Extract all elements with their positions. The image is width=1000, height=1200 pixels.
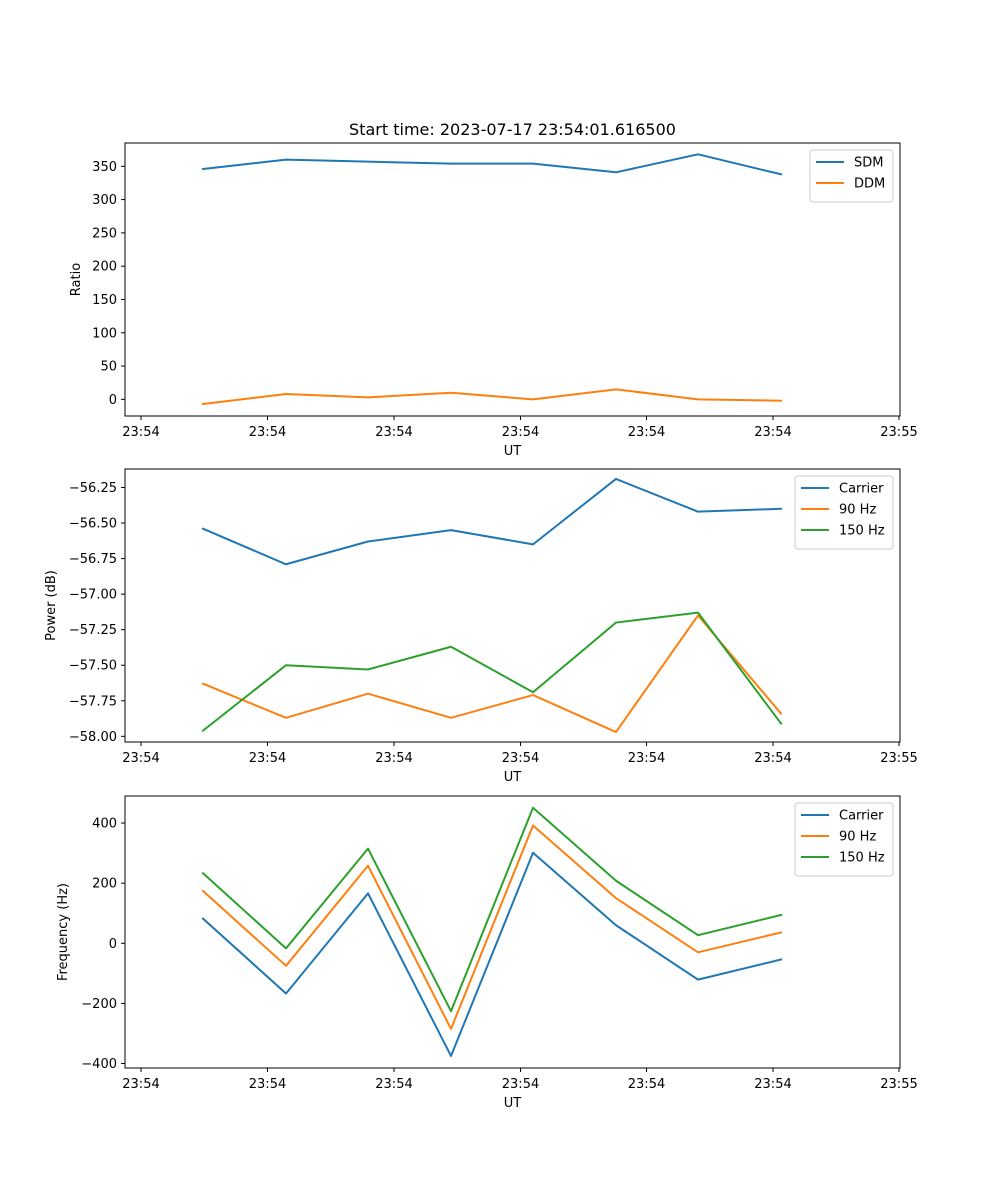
- panel-2: −58.00 −57.75 −57.50 −57.25 −57.00 −56.75 −56.…: [44, 468, 918, 785]
- series-line-sdm: [201, 153, 783, 176]
- y-tick-label: −57.25: [69, 623, 117, 638]
- series-group: [201, 153, 783, 406]
- x-tick-label: 23:54: [375, 751, 412, 766]
- y-tick-label: −56.75: [69, 552, 117, 567]
- y-tick-label: 300: [92, 193, 117, 208]
- series-line-carrier: [201, 851, 783, 1057]
- x-axis-label: UT: [504, 770, 522, 785]
- legend: Carrier 90 Hz 150 Hz: [794, 802, 894, 877]
- legend-label: Carrier: [839, 809, 884, 824]
- y-tick-label: −56.50: [69, 517, 117, 532]
- legend-label: 150 Hz: [839, 524, 885, 539]
- x-tick-label: 23:54: [375, 425, 412, 440]
- y-axis-label: Ratio: [69, 263, 84, 296]
- series-line-150-hz: [201, 611, 783, 733]
- x-tick-label: 23:54: [754, 425, 791, 440]
- y-tick-label: 200: [92, 877, 117, 892]
- plot-frame: [124, 795, 901, 1069]
- x-tick-label: 23:54: [754, 1077, 791, 1092]
- legend-label: SDM: [854, 156, 883, 171]
- x-axis-label: UT: [504, 1096, 522, 1111]
- series-line-150-hz: [201, 806, 783, 1013]
- x-axis-label: UT: [504, 444, 522, 459]
- x-tick-label: 23:54: [122, 1077, 159, 1092]
- legend-label: DDM: [854, 177, 885, 192]
- legend: Carrier 90 Hz 150 Hz: [794, 475, 894, 550]
- x-tick-label: 23:55: [880, 425, 917, 440]
- x-tick-label: 23:54: [502, 751, 539, 766]
- y-tick-label: 150: [92, 293, 117, 308]
- x-tick-label: 23:54: [249, 425, 286, 440]
- y-axis-label: Frequency (Hz): [56, 883, 71, 981]
- x-tick-label: 23:54: [249, 751, 286, 766]
- x-tick-label: 23:54: [122, 425, 159, 440]
- panel-3: −400 −200 0 200 400 23:54 23:54 23:54 23:54 23:54…: [56, 795, 918, 1111]
- y-tick-label: −200: [81, 997, 117, 1012]
- y-tick-label: 400: [92, 817, 117, 832]
- legend-label: Carrier: [839, 482, 884, 497]
- y-axis-label: Power (dB): [44, 570, 59, 641]
- x-tick-label: 23:55: [880, 1077, 917, 1092]
- y-tick-label: 250: [92, 226, 117, 241]
- series-line-ddm: [201, 388, 783, 406]
- series-line-90-hz: [201, 614, 783, 734]
- legend: SDM DDM: [809, 149, 894, 203]
- y-tick-label: −57.50: [69, 659, 117, 674]
- plot-frame: [124, 468, 901, 743]
- y-tick-label: 100: [92, 326, 117, 341]
- x-tick-label: 23:55: [880, 751, 917, 766]
- legend-label: 150 Hz: [839, 851, 885, 866]
- y-tick-label: −56.25: [69, 481, 117, 496]
- y-tick-label: 50: [100, 360, 117, 375]
- series-line-carrier: [201, 477, 783, 566]
- y-tick-label: −58.00: [69, 730, 117, 745]
- series-group: [201, 806, 783, 1057]
- x-tick-label: 23:54: [628, 1077, 665, 1092]
- x-tick-label: 23:54: [122, 751, 159, 766]
- x-tick-label: 23:54: [628, 425, 665, 440]
- y-tick-label: 0: [109, 393, 117, 408]
- series-group: [201, 477, 783, 734]
- x-tick-label: 23:54: [502, 425, 539, 440]
- y-tick-label: −57.75: [69, 694, 117, 709]
- panels: Start time: 2023-07-17 23:54:01.616500 0 5…: [44, 120, 918, 1111]
- x-tick-label: 23:54: [502, 1077, 539, 1092]
- chart-title: Start time: 2023-07-17 23:54:01.616500: [349, 120, 676, 139]
- y-tick-label: −57.00: [69, 588, 117, 603]
- y-tick-label: 200: [92, 260, 117, 275]
- x-tick-label: 23:54: [754, 751, 791, 766]
- legend-label: 90 Hz: [839, 830, 876, 845]
- y-tick-label: 350: [92, 160, 117, 175]
- x-tick-label: 23:54: [628, 751, 665, 766]
- panel-1: Start time: 2023-07-17 23:54:01.616500 0 5…: [69, 120, 918, 459]
- y-tick-label: 0: [109, 937, 117, 952]
- series-line-90-hz: [201, 824, 783, 1030]
- plot-frame: [124, 142, 901, 417]
- legend-label: 90 Hz: [839, 503, 876, 518]
- x-tick-label: 23:54: [375, 1077, 412, 1092]
- y-tick-label: −400: [81, 1057, 117, 1072]
- x-tick-label: 23:54: [249, 1077, 286, 1092]
